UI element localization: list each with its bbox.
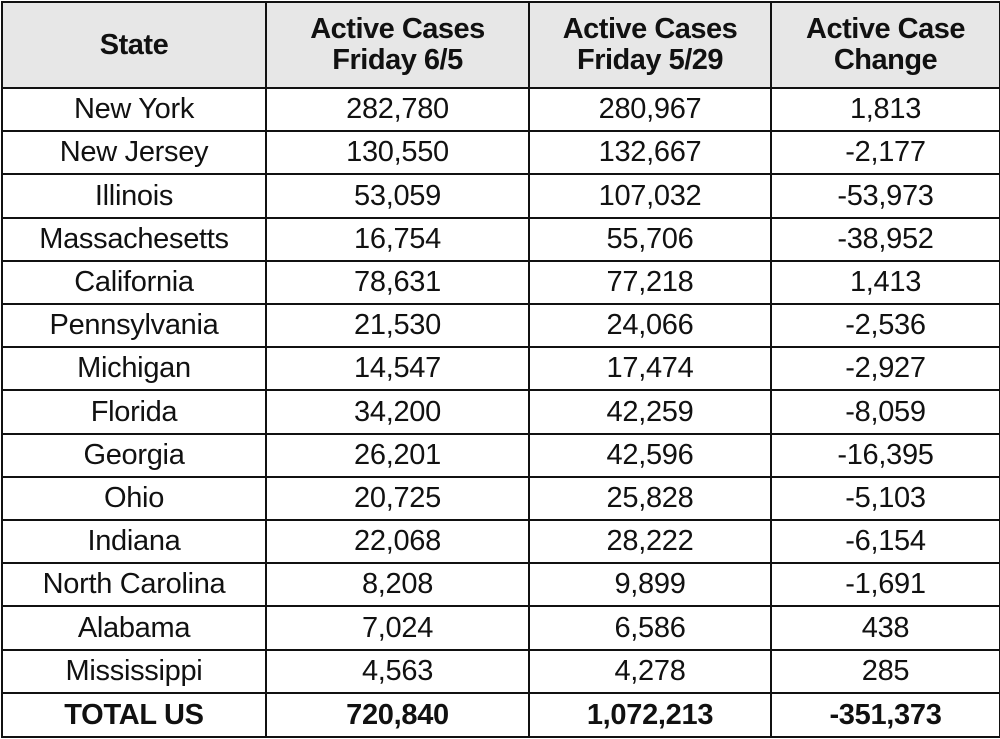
state-name-cell: Florida <box>1 389 267 435</box>
table-row: Florida 34,200 42,259 -8,059 <box>1 389 1000 435</box>
active-cases-5-29-cell: 42,259 <box>528 389 772 435</box>
table-row: North Carolina 8,208 9,899 -1,691 <box>1 562 1000 608</box>
state-name-cell: California <box>1 259 267 306</box>
active-cases-6-5-cell: 78,631 <box>265 259 530 306</box>
active-case-change-cell: 438 <box>770 605 1000 651</box>
active-cases-6-5-cell: 34,200 <box>265 389 530 435</box>
active-case-change-cell: -8,059 <box>770 389 1000 435</box>
total-active-cases-5-29: 1,072,213 <box>528 692 772 738</box>
active-cases-6-5-cell: 282,780 <box>265 86 530 133</box>
active-cases-6-5-cell: 26,201 <box>265 432 530 478</box>
table-row: Ohio 20,725 25,828 -5,103 <box>1 475 1000 522</box>
active-case-change-cell: -38,952 <box>770 216 1000 262</box>
header-line-1: Active Cases <box>310 13 485 45</box>
table-row: New York 282,780 280,967 1,813 <box>1 86 1000 133</box>
active-cases-5-29-cell: 4,278 <box>528 648 772 695</box>
active-case-change-cell: -2,927 <box>770 346 1000 392</box>
state-name-cell: Massachesetts <box>1 216 267 262</box>
header-line-1: Active Case <box>806 13 965 45</box>
header-line-2: Change <box>833 44 938 76</box>
total-label: TOTAL US <box>1 692 267 738</box>
active-cases-5-29-cell: 280,967 <box>528 86 772 133</box>
active-cases-6-5-cell: 16,754 <box>265 216 530 262</box>
active-case-change-cell: -5,103 <box>770 475 1000 522</box>
header-row: State Active Cases Friday 6/5 Active Cas… <box>1 1 1000 89</box>
active-case-change-cell: -16,395 <box>770 432 1000 478</box>
header-active-cases-6-5: Active Cases Friday 6/5 <box>265 1 530 89</box>
active-cases-5-29-cell: 28,222 <box>528 519 772 565</box>
active-case-change-cell: 1,413 <box>770 259 1000 306</box>
state-name-cell: Pennsylvania <box>1 303 267 349</box>
active-cases-5-29-cell: 55,706 <box>528 216 772 262</box>
table-row: Mississippi 4,563 4,278 285 <box>1 648 1000 695</box>
active-cases-6-5-cell: 8,208 <box>265 562 530 608</box>
header-line-2: Friday 6/5 <box>332 44 463 76</box>
active-cases-5-29-cell: 17,474 <box>528 346 772 392</box>
active-cases-6-5-cell: 4,563 <box>265 648 530 695</box>
state-name-cell: Alabama <box>1 605 267 651</box>
active-case-change-cell: -2,536 <box>770 303 1000 349</box>
header-line-2: Friday 5/29 <box>576 44 724 76</box>
active-cases-6-5-cell: 20,725 <box>265 475 530 522</box>
state-name-cell: Indiana <box>1 519 267 565</box>
active-cases-5-29-cell: 24,066 <box>528 303 772 349</box>
table-row: Indiana 22,068 28,222 -6,154 <box>1 519 1000 565</box>
state-name-cell: Illinois <box>1 173 267 219</box>
active-cases-5-29-cell: 77,218 <box>528 259 772 306</box>
table-row: Georgia 26,201 42,596 -16,395 <box>1 432 1000 478</box>
active-cases-6-5-cell: 14,547 <box>265 346 530 392</box>
active-case-change-cell: -6,154 <box>770 519 1000 565</box>
active-case-change-cell: -2,177 <box>770 130 1000 176</box>
state-name-cell: Georgia <box>1 432 267 478</box>
active-cases-5-29-cell: 132,667 <box>528 130 772 176</box>
header-line-1: Active Cases <box>562 13 738 45</box>
active-cases-6-5-cell: 22,068 <box>265 519 530 565</box>
table-row: Alabama 7,024 6,586 438 <box>1 605 1000 651</box>
total-row: TOTAL US 720,840 1,072,213 -351,373 <box>1 692 1000 738</box>
active-cases-5-29-cell: 9,899 <box>528 562 772 608</box>
state-name-cell: North Carolina <box>1 562 267 608</box>
total-active-cases-6-5: 720,840 <box>265 692 530 738</box>
table-row: Massachesetts 16,754 55,706 -38,952 <box>1 216 1000 262</box>
active-case-change-cell: -1,691 <box>770 562 1000 608</box>
total-active-case-change: -351,373 <box>770 692 1000 738</box>
active-cases-5-29-cell: 6,586 <box>528 605 772 651</box>
active-case-change-cell: -53,973 <box>770 173 1000 219</box>
active-cases-5-29-cell: 25,828 <box>528 475 772 522</box>
state-name-cell: Ohio <box>1 475 267 522</box>
active-case-change-cell: 1,813 <box>770 86 1000 133</box>
state-name-cell: New Jersey <box>1 130 267 176</box>
table-body: New York 282,780 280,967 1,813 New Jersey 130… <box>1 86 1000 695</box>
state-name-cell: Mississippi <box>1 648 267 695</box>
active-cases-5-29-cell: 42,596 <box>528 432 772 478</box>
table-row: California 78,631 77,218 1,413 <box>1 259 1000 306</box>
table-row: Pennsylvania 21,530 24,066 -2,536 <box>1 303 1000 349</box>
state-name-cell: New York <box>1 86 267 133</box>
active-cases-6-5-cell: 53,059 <box>265 173 530 219</box>
table-row: Illinois 53,059 107,032 -53,973 <box>1 173 1000 219</box>
table-row: Michigan 14,547 17,474 -2,927 <box>1 346 1000 392</box>
table-row: New Jersey 130,550 132,667 -2,177 <box>1 130 1000 176</box>
active-case-change-cell: 285 <box>770 648 1000 695</box>
header-state: State <box>1 1 267 89</box>
header-active-case-change: Active Case Change <box>770 1 1000 89</box>
header-state-label: State <box>99 28 169 61</box>
header-active-cases-5-29: Active Cases Friday 5/29 <box>528 1 772 89</box>
state-name-cell: Michigan <box>1 346 267 392</box>
active-cases-6-5-cell: 7,024 <box>265 605 530 651</box>
active-cases-6-5-cell: 21,530 <box>265 303 530 349</box>
active-cases-6-5-cell: 130,550 <box>265 130 530 176</box>
active-cases-5-29-cell: 107,032 <box>528 173 772 219</box>
